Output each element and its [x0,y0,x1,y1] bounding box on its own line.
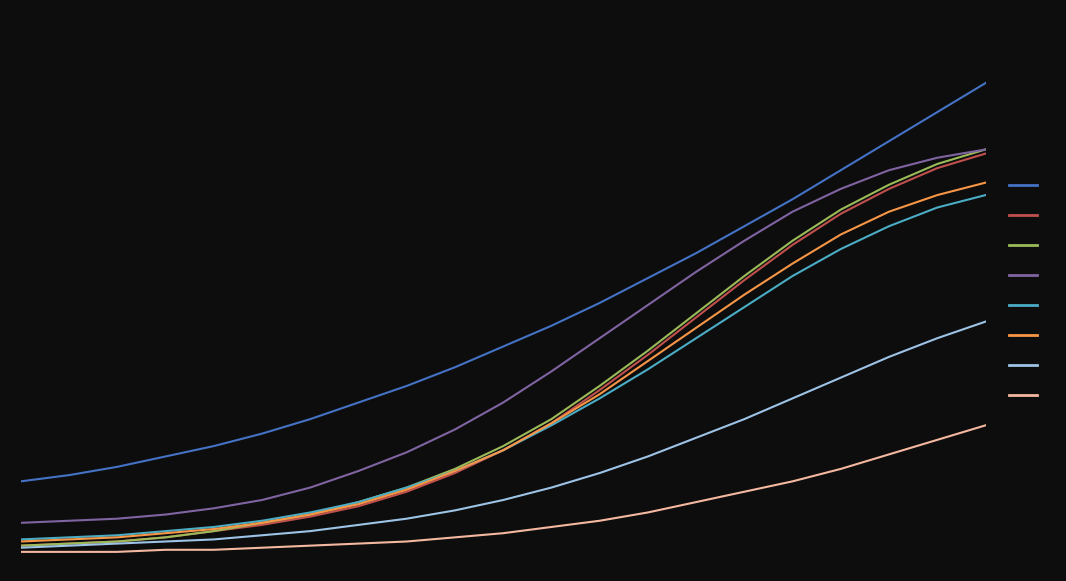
Legend: , , , , , , , : , , , , , , , [1002,171,1047,410]
